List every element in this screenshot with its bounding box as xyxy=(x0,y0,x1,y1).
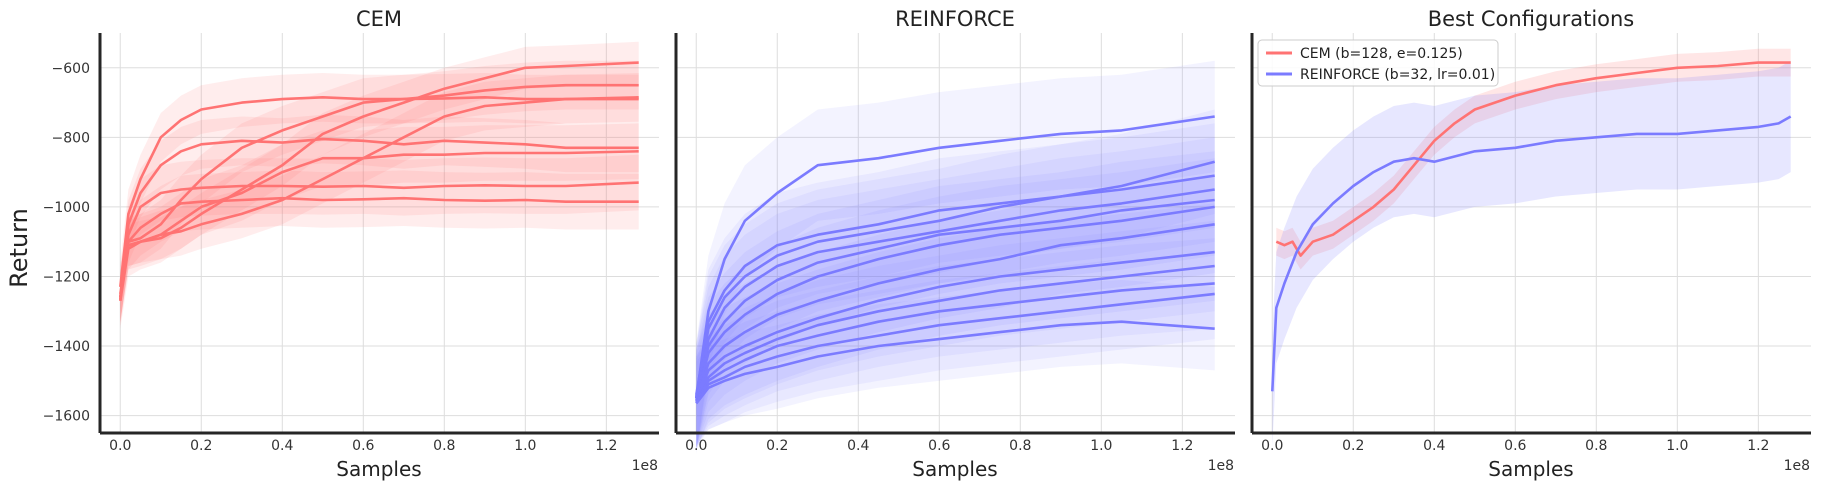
x-tick-label-1: 0.2 xyxy=(190,438,212,454)
y-tick-label-4: −800 xyxy=(52,130,90,146)
series-7-band xyxy=(696,203,1215,451)
x-tick-label-3: 0.6 xyxy=(928,438,950,454)
x-exponent-label-reinforce: 1e8 xyxy=(1208,458,1234,474)
x-tick-label-5: 1.0 xyxy=(1666,438,1688,454)
x-tick-label-2: 0.4 xyxy=(1423,438,1445,454)
x-tick-label-4: 0.8 xyxy=(1009,438,1031,454)
series-3-line xyxy=(119,181,639,298)
x-tick-label-2: 0.4 xyxy=(847,438,869,454)
series-5-band xyxy=(120,60,639,322)
panel-0-bands xyxy=(120,41,639,329)
series-0-line xyxy=(695,115,1215,399)
y-axis-label: Return xyxy=(5,208,33,288)
series-11-line xyxy=(695,320,1215,405)
series-10-line xyxy=(695,292,1215,405)
series-9-line xyxy=(695,282,1215,403)
series-10-band xyxy=(696,248,1215,449)
x-tick-label-1: 0.2 xyxy=(1342,438,1364,454)
series-5-line xyxy=(119,83,639,298)
series-1-band xyxy=(120,73,639,312)
series-3-band xyxy=(120,154,639,326)
series-0-line xyxy=(119,137,639,301)
series-7-line xyxy=(695,250,1215,403)
panel-cem: 0.0 0.2 0.4 0.6 0.8 1.0 1.2 −1600 −1400 −1200 −100… xyxy=(5,7,659,481)
series-0-band xyxy=(696,60,1215,454)
series-1-line xyxy=(119,96,639,288)
panel-2-lines xyxy=(1271,61,1792,392)
y-tick-label-1: −1400 xyxy=(43,339,90,355)
x-tick-label-4: 0.8 xyxy=(1585,438,1607,454)
series-7-band xyxy=(120,41,639,320)
x-tick-label-1: 0.2 xyxy=(766,438,788,454)
series-2-band xyxy=(120,170,639,322)
legend-label-cem: CEM (b=128, e=0.125) xyxy=(1300,46,1463,62)
x-tick-label-0: 0.0 xyxy=(109,438,131,454)
x-tick-label-5: 1.0 xyxy=(1090,438,1112,454)
panel-reinforce: 0.0 0.2 0.4 0.6 0.8 1.0 1.2 REINFORCE Samples … xyxy=(674,7,1235,481)
series-7-line xyxy=(119,61,639,300)
x-exponent-label-best: 1e8 xyxy=(1784,458,1810,474)
y-tick-label-2: −1200 xyxy=(43,269,90,285)
x-tick-label-2: 0.4 xyxy=(271,438,293,454)
panel-1-spines xyxy=(674,33,1235,435)
legend: CEM (b=128, e=0.125) REINFORCE (b=32, lr… xyxy=(1257,39,1499,87)
series-0-band xyxy=(120,114,639,326)
x-axis-label-cem: Samples xyxy=(336,457,421,481)
panel-2-grid xyxy=(1252,33,1811,433)
series-3-band xyxy=(696,137,1215,449)
x-tick-label-4: 0.8 xyxy=(433,438,455,454)
x-exponent-label-cem: 1e8 xyxy=(632,458,658,474)
series-2-band xyxy=(696,123,1215,451)
legend-frame xyxy=(1257,39,1499,87)
series-5-band xyxy=(696,158,1215,449)
x-tick-label-6: 1.2 xyxy=(595,438,617,454)
x-tick-label-3: 0.6 xyxy=(1504,438,1526,454)
series-2-line xyxy=(695,174,1215,399)
chart-title-cem: CEM xyxy=(356,7,402,31)
y-tick-label-0: −1600 xyxy=(43,409,90,425)
x-tick-label-6: 1.2 xyxy=(1171,438,1193,454)
x-axis-label-best: Samples xyxy=(1488,457,1573,481)
panel-2-bands xyxy=(1272,48,1791,447)
panel-0-lines xyxy=(119,61,639,301)
series-6-line xyxy=(119,96,639,298)
x-tick-label-0: 0.0 xyxy=(1261,438,1283,454)
x-axis-label-reinforce: Samples xyxy=(912,457,997,481)
chart-title-reinforce: REINFORCE xyxy=(895,7,1015,31)
series-1-band xyxy=(1272,60,1791,447)
x-tick-label-6: 1.2 xyxy=(1747,438,1769,454)
series-6-line xyxy=(695,223,1215,399)
series-9-band xyxy=(696,238,1215,447)
chart-title-best: Best Configurations xyxy=(1428,7,1635,31)
series-2-line xyxy=(119,196,639,295)
series-4-line xyxy=(695,198,1215,399)
series-8-band xyxy=(696,220,1215,447)
panel-0-ticks: 0.0 0.2 0.4 0.6 0.8 1.0 1.2 −1600 −1400 −1200 −100… xyxy=(43,61,618,454)
x-tick-label-0: 0.0 xyxy=(685,438,707,454)
y-tick-label-5: −600 xyxy=(52,61,90,77)
series-0-band xyxy=(1276,48,1791,270)
panel-0-spines xyxy=(98,33,659,435)
x-tick-label-5: 1.0 xyxy=(514,438,536,454)
series-5-line xyxy=(695,205,1215,401)
series-8-line xyxy=(695,264,1215,403)
legend-label-reinforce: REINFORCE (b=32, lr=0.01) xyxy=(1300,67,1495,83)
series-0-line xyxy=(1275,61,1791,257)
series-1-line xyxy=(1271,115,1792,392)
series-4-band xyxy=(120,123,639,329)
y-tick-label-3: −1000 xyxy=(43,200,90,216)
series-3-line xyxy=(695,188,1215,397)
panel-best: 0.0 0.2 0.4 0.6 0.8 1.0 1.2 Best Configuration… xyxy=(1250,7,1811,481)
panel-2-ticks: 0.0 0.2 0.4 0.6 0.8 1.0 1.2 xyxy=(1261,438,1769,454)
panel-1-ticks: 0.0 0.2 0.4 0.6 0.8 1.0 1.2 xyxy=(685,438,1193,454)
series-11-band xyxy=(696,280,1215,446)
panel-2-spines xyxy=(1250,33,1811,435)
x-tick-label-3: 0.6 xyxy=(352,438,374,454)
panel-1-lines xyxy=(695,115,1216,405)
